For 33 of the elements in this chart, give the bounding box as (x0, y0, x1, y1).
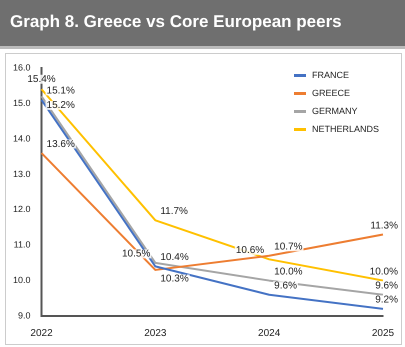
y-tick-label: 14.0 (12, 133, 31, 144)
legend-label: GREECE (312, 88, 350, 98)
y-tick-label: 15.0 (12, 98, 31, 108)
data-label: 10.5% (122, 248, 150, 260)
legend-label: NETHERLANDS (312, 124, 379, 134)
data-label: 9.6% (375, 280, 398, 292)
data-label: 15.1% (46, 86, 75, 97)
data-label: 11.7% (160, 206, 188, 218)
chart-title: Graph 8. Greece vs Core European peers (0, 0, 405, 49)
legend-label: GERMANY (312, 106, 358, 116)
x-tick-label: 2022 (30, 328, 54, 339)
x-tick-label: 2023 (144, 328, 167, 339)
y-tick-label: 11.0 (14, 240, 31, 250)
data-label: 10.4% (160, 252, 189, 264)
data-label: 10.3% (160, 274, 189, 285)
y-tick-label: 13.0 (12, 168, 31, 179)
data-label: 10.6% (236, 245, 264, 256)
y-tick-label: 10.0 (12, 275, 31, 286)
data-label: 9.6% (274, 280, 298, 292)
x-tick-label: 2024 (258, 328, 281, 339)
data-label: 15.2% (46, 100, 75, 112)
data-label: 10.7% (274, 242, 303, 253)
legend-label: FRANCE (312, 70, 349, 80)
data-label: 11.3% (370, 220, 398, 232)
data-label: 9.2% (375, 294, 398, 306)
data-label: 15.4% (27, 74, 56, 86)
data-label: 13.6% (46, 138, 75, 150)
y-tick-label: 9.0 (18, 310, 31, 320)
x-tick-label: 2025 (372, 328, 395, 339)
y-tick-label: 12.0 (12, 204, 31, 214)
data-label: 10.0% (370, 266, 398, 278)
y-tick-label: 16.0 (12, 62, 31, 72)
data-label: 10.0% (274, 266, 303, 278)
